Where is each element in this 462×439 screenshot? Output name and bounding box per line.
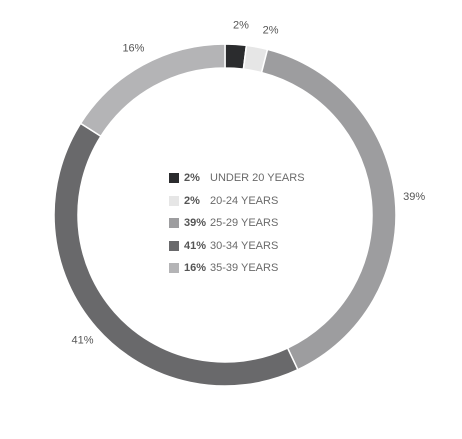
legend-label: 25-29 YEARS <box>210 217 279 230</box>
slice-label-2: 2% <box>263 24 279 36</box>
donut-slices <box>53 43 397 387</box>
legend-label: 35-39 YEARS <box>210 262 279 275</box>
slice-label-3: 39% <box>403 191 425 203</box>
legend-swatch <box>169 263 179 274</box>
legend-item-35-39: 16% 35-39 YEARS <box>169 257 305 280</box>
slice-label-4: 41% <box>71 335 93 347</box>
legend-percent: 41% <box>184 239 207 252</box>
legend-item-under-20: 2% UNDER 20 YEARS <box>169 167 305 190</box>
legend: 2% UNDER 20 YEARS 2% 20-24 YEARS 39% 25-… <box>169 167 305 280</box>
legend-item-20-24: 2% 20-24 YEARS <box>169 190 305 213</box>
legend-item-30-34: 41% 30-34 YEARS <box>169 235 305 258</box>
slice-labels: 2% 2% 39% 41% 16% <box>71 19 425 346</box>
legend-percent: 2% <box>184 172 200 185</box>
donut-slice-5 <box>79 43 226 138</box>
legend-label: 20-24 YEARS <box>210 194 279 207</box>
legend-percent: 2% <box>184 194 200 207</box>
legend-label: UNDER 20 YEARS <box>210 172 305 185</box>
legend-label: 30-34 YEARS <box>210 239 279 252</box>
legend-item-25-29: 39% 25-29 YEARS <box>169 212 305 235</box>
legend-percent: 39% <box>184 217 207 230</box>
slice-label-1: 2% <box>233 19 249 31</box>
legend-swatch <box>169 240 179 251</box>
slice-label-5: 16% <box>122 42 144 54</box>
legend-percent: 16% <box>184 262 207 275</box>
legend-swatch <box>169 218 179 229</box>
legend-swatch <box>169 195 179 206</box>
legend-swatch <box>169 173 179 184</box>
